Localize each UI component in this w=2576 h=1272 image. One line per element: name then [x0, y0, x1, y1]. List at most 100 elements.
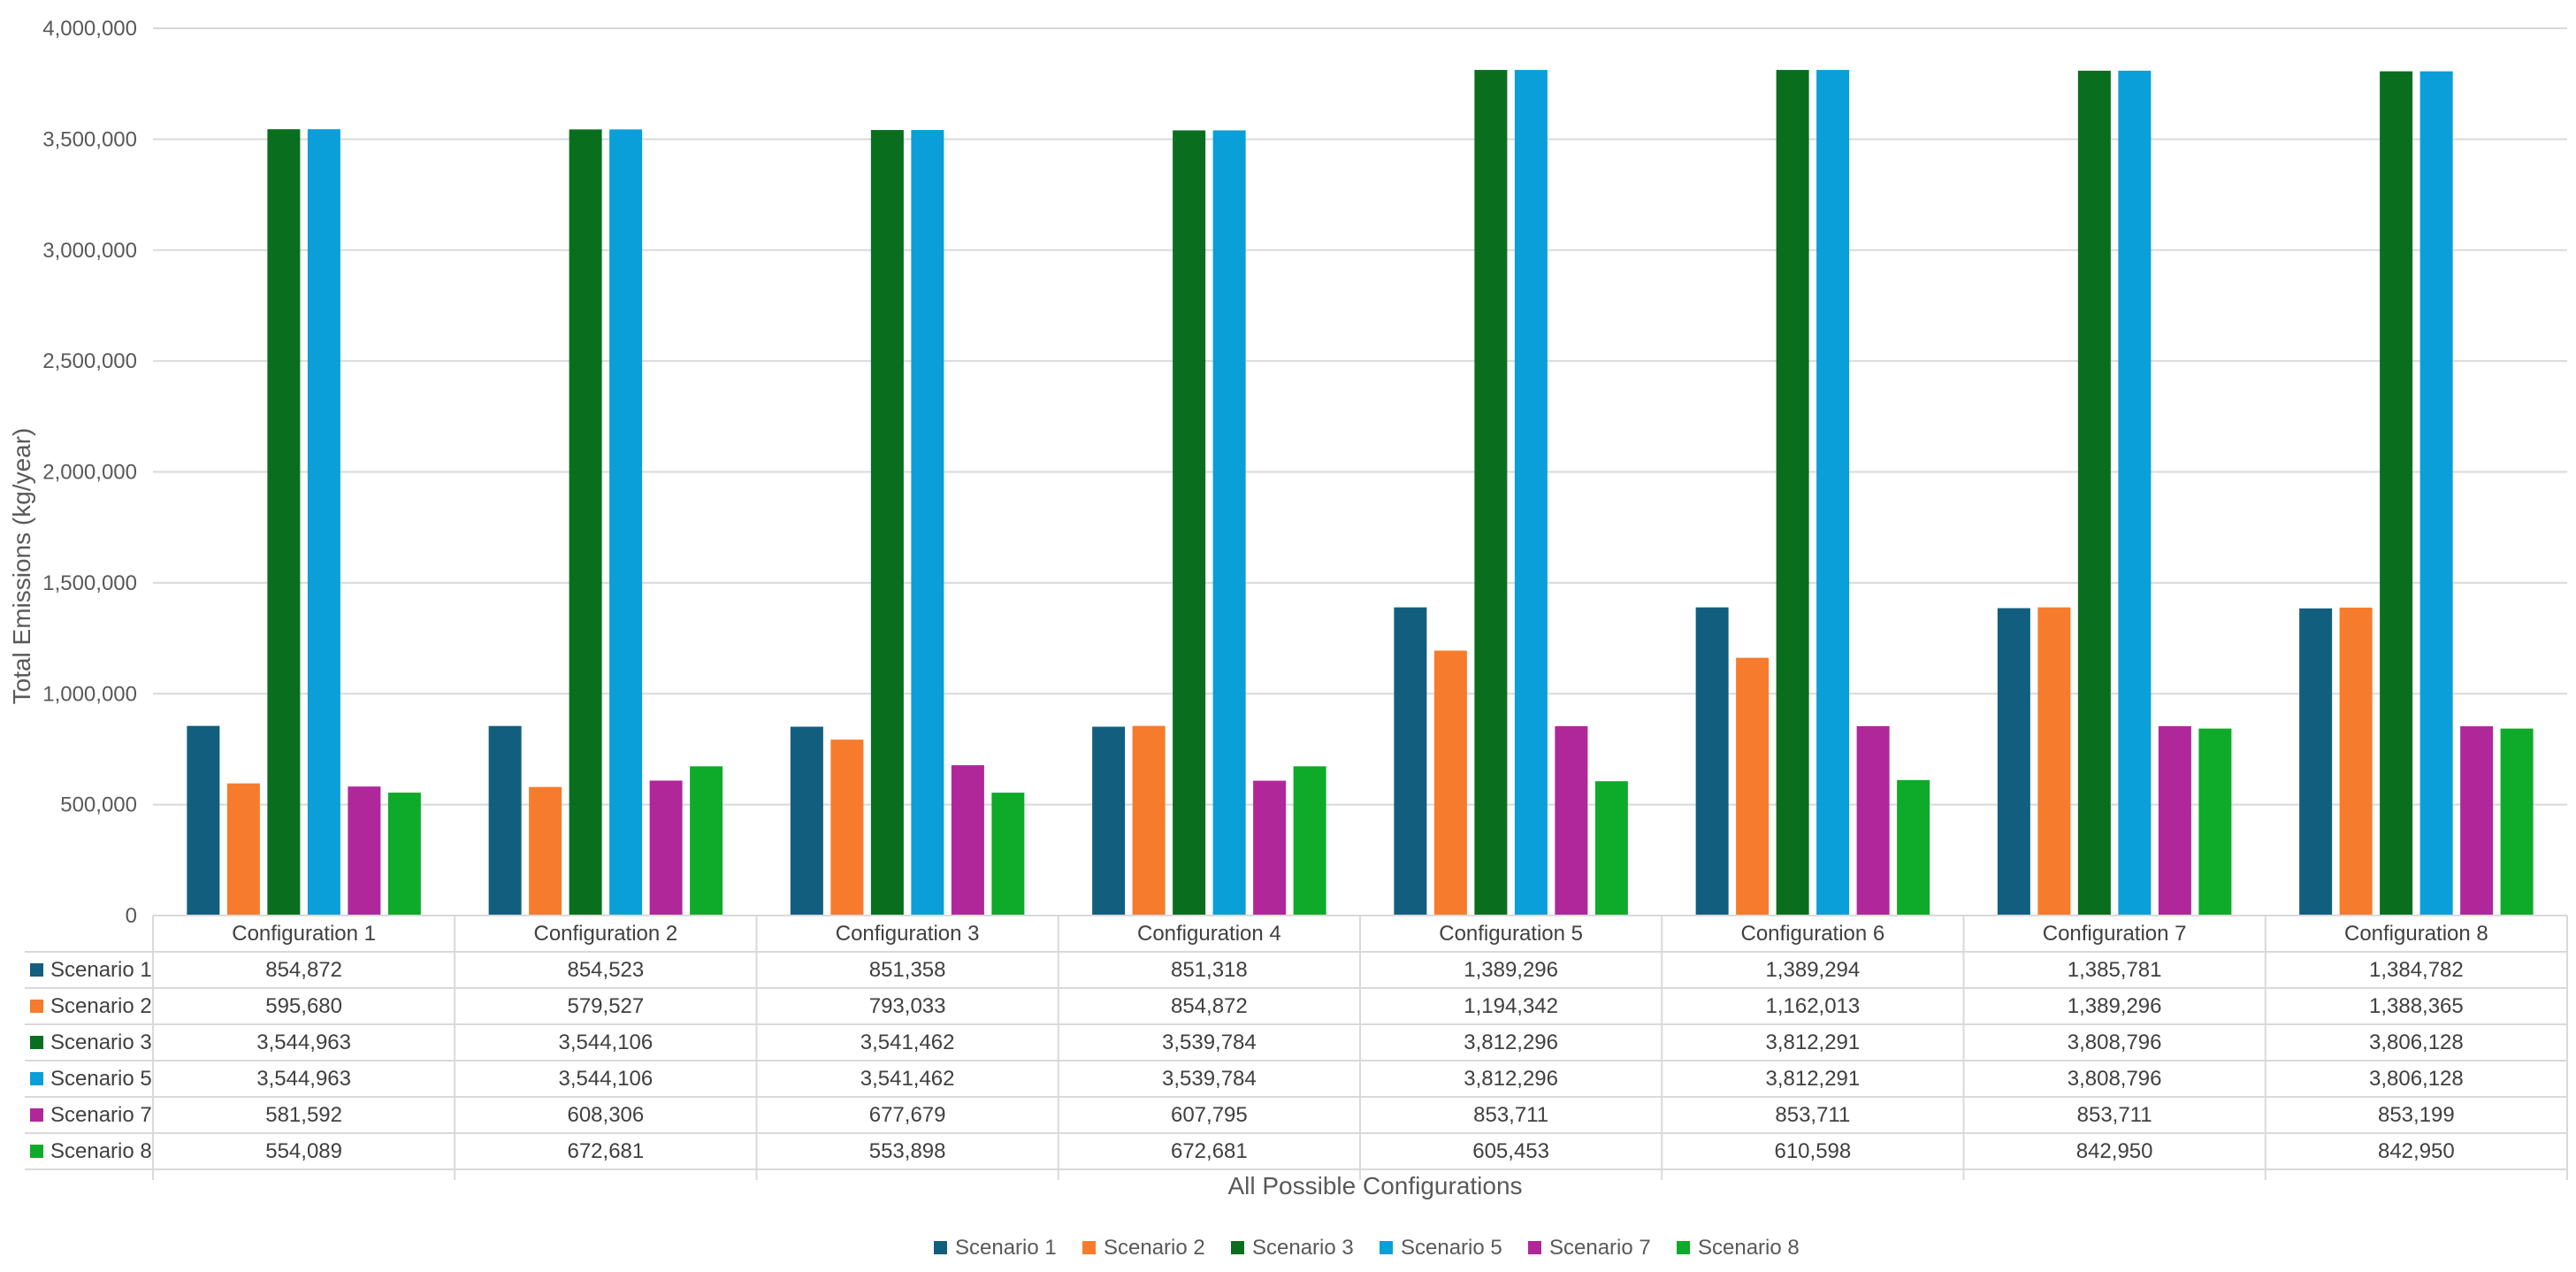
table-cell: 607,795 — [1171, 1103, 1248, 1127]
table-cell: 579,527 — [567, 994, 644, 1018]
table-series-name: Scenario 3 — [50, 1031, 152, 1054]
bar — [2037, 607, 2071, 916]
table-cell: 1,388,365 — [2369, 994, 2464, 1018]
table-cell: 595,680 — [265, 994, 342, 1018]
legend-swatch — [1528, 1241, 1541, 1254]
bar — [1474, 70, 1508, 916]
legend: Scenario 1 Scenario 2 Scenario 3 Scenario 5… — [934, 1236, 1800, 1260]
bar — [1514, 70, 1548, 916]
bar — [2419, 71, 2453, 916]
bar — [387, 793, 421, 916]
table-series-name: Scenario 5 — [50, 1067, 152, 1091]
legend-swatch — [1082, 1241, 1096, 1254]
table-cell: 854,523 — [567, 958, 644, 982]
category-label: Configuration 6 — [1740, 922, 1884, 946]
legend-swatch — [934, 1241, 947, 1254]
table-cell: 3,812,291 — [1765, 1031, 1860, 1054]
table-cell: 553,898 — [869, 1139, 946, 1163]
bar — [2118, 70, 2152, 916]
y-axis-ticks: 0 500,000 1,000,000 1,500,000 2,000,000 2,500… — [42, 17, 137, 928]
bar — [1594, 781, 1628, 916]
table-cell: 672,681 — [567, 1139, 644, 1163]
category-label: Configuration 4 — [1137, 922, 1281, 946]
bar — [1776, 70, 1809, 916]
bar — [1173, 130, 1206, 916]
bar — [790, 726, 823, 916]
table-cell: 610,598 — [1774, 1139, 1851, 1163]
bar — [307, 129, 340, 916]
y-tick-label: 2,500,000 — [42, 349, 137, 373]
table-legend-key — [30, 1145, 43, 1158]
bar — [690, 766, 723, 916]
bar — [2339, 607, 2373, 916]
category-label: Configuration 2 — [533, 922, 677, 946]
table-cell: 3,806,128 — [2369, 1031, 2464, 1054]
legend-label: Scenario 1 — [955, 1236, 1057, 1260]
table-cell: 672,681 — [1171, 1139, 1248, 1163]
category-label: Configuration 8 — [2344, 922, 2488, 946]
table-cell: 1,389,296 — [1464, 958, 1558, 982]
bar — [348, 786, 381, 916]
table-cell: 3,544,106 — [558, 1067, 653, 1091]
y-tick-label: 4,000,000 — [42, 17, 137, 41]
y-tick-label: 0 — [126, 904, 137, 928]
category-label: Configuration 5 — [1439, 922, 1583, 946]
category-label: Configuration 1 — [232, 922, 376, 946]
legend-swatch — [1231, 1241, 1244, 1254]
y-tick-label: 1,000,000 — [42, 682, 137, 706]
bar — [2198, 728, 2232, 916]
data-table: Configuration 1 Configuration 2 Configurat… — [25, 915, 2568, 1180]
table-legend-key — [30, 1108, 43, 1122]
bar — [2299, 608, 2333, 916]
table-cell: 851,318 — [1171, 958, 1248, 982]
table-cell: 1,389,296 — [2068, 994, 2162, 1018]
table-cell: 3,806,128 — [2369, 1067, 2464, 1091]
table-cell: 3,544,963 — [256, 1067, 351, 1091]
table-cell: 1,384,782 — [2369, 958, 2464, 982]
table-cell: 581,592 — [265, 1103, 342, 1127]
bar — [1132, 725, 1166, 916]
bar — [1394, 607, 1427, 916]
table-cell: 3,808,796 — [2068, 1031, 2162, 1054]
table-cell: 851,358 — [869, 958, 946, 982]
table-cell: 842,950 — [2076, 1139, 2153, 1163]
bar — [1897, 779, 1930, 916]
bar — [488, 725, 522, 916]
y-tick-label: 3,500,000 — [42, 127, 137, 151]
y-axis-title: Total Emissions (kg/year) — [8, 428, 35, 705]
legend-label: Scenario 7 — [1549, 1236, 1651, 1260]
table-legend-key — [30, 1036, 43, 1049]
legend-label: Scenario 8 — [1698, 1236, 1800, 1260]
category-label: Configuration 7 — [2043, 922, 2187, 946]
table-legend-key — [30, 1072, 43, 1085]
table-cell: 605,453 — [1472, 1139, 1549, 1163]
bar — [1293, 766, 1326, 916]
table-cell: 3,544,963 — [256, 1031, 351, 1054]
legend-swatch — [1380, 1241, 1393, 1254]
bars — [187, 70, 2534, 916]
table-legend-key — [30, 1000, 43, 1013]
bar — [991, 793, 1025, 916]
bar — [1997, 608, 2030, 916]
bar — [2460, 726, 2494, 916]
category-label: Configuration 3 — [836, 922, 980, 946]
table-cell: 853,199 — [2378, 1103, 2455, 1127]
bar — [529, 786, 562, 916]
legend-label: Scenario 3 — [1252, 1236, 1354, 1260]
bar — [649, 780, 683, 916]
bar — [911, 129, 944, 916]
bar — [2158, 725, 2191, 916]
bar — [1695, 607, 1729, 916]
bar — [1736, 657, 1770, 916]
bar — [1555, 725, 1588, 916]
table-cell: 1,162,013 — [1765, 994, 1860, 1018]
table-cell: 3,539,784 — [1162, 1031, 1257, 1054]
table-cell: 1,194,342 — [1464, 994, 1558, 1018]
table-cell: 793,033 — [869, 994, 946, 1018]
y-tick-label: 500,000 — [60, 793, 137, 817]
legend-label: Scenario 5 — [1401, 1236, 1502, 1260]
table-cell: 853,711 — [1775, 1103, 1850, 1127]
table-cell: 3,541,462 — [860, 1031, 955, 1054]
x-axis-title: All Possible Configurations — [1227, 1172, 1522, 1199]
table-cell: 3,812,296 — [1464, 1031, 1558, 1054]
